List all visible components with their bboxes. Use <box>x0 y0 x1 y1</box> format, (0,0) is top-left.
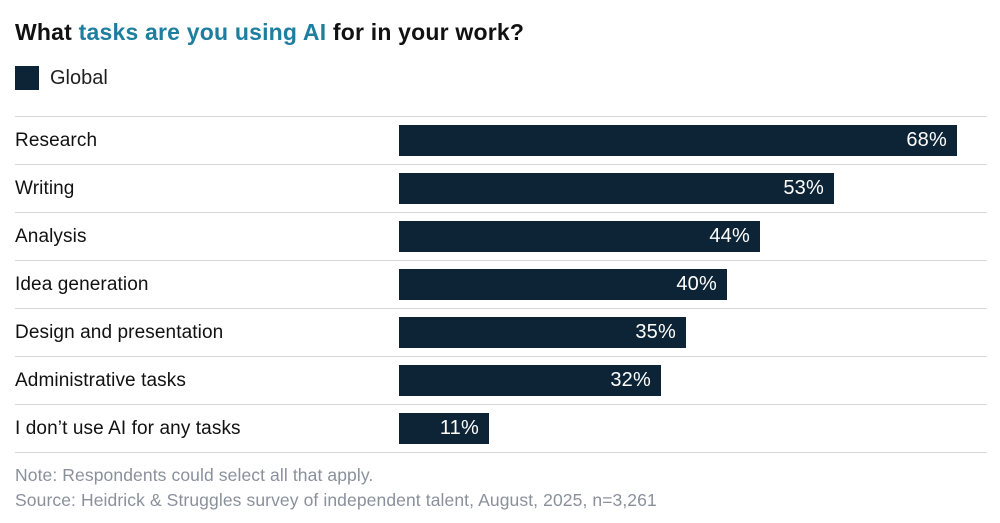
legend: Global <box>15 66 987 90</box>
bar: 68% <box>399 125 957 156</box>
bar-value-label: 53% <box>783 177 824 199</box>
category-label: I don’t use AI for any tasks <box>15 417 241 439</box>
chart-row: Writing 53% <box>15 164 987 212</box>
chart-row: I don’t use AI for any tasks 11% <box>15 404 987 452</box>
category-label: Idea generation <box>15 273 149 295</box>
bar-value-label: 35% <box>635 321 676 343</box>
legend-swatch <box>15 66 39 90</box>
legend-label: Global <box>50 66 108 89</box>
chart-title-suffix: for in your work? <box>326 19 525 45</box>
chart-row: Research 68% <box>15 116 987 164</box>
chart-rows: Research 68% Writing 53% Analysis 44% Id… <box>15 116 987 453</box>
bar: 11% <box>399 413 489 444</box>
chart-container: What tasks are you using AI for in your … <box>0 19 1000 513</box>
bar-value-label: 44% <box>709 225 750 247</box>
bar: 44% <box>399 221 760 252</box>
bar-value-label: 11% <box>439 417 479 439</box>
bar: 32% <box>399 365 661 396</box>
note-text: Note: Respondents could select all that … <box>15 465 374 485</box>
category-label: Research <box>15 129 98 151</box>
chart-title-highlight: tasks are you using AI <box>78 19 327 45</box>
category-label: Design and presentation <box>15 321 224 343</box>
category-label: Analysis <box>15 225 87 247</box>
footer: Note: Respondents could select all that … <box>15 453 987 513</box>
chart-row: Analysis 44% <box>15 212 987 260</box>
chart-row: Design and presentation 35% <box>15 308 987 356</box>
chart-title-prefix: What <box>15 19 79 45</box>
bar-value-label: 40% <box>676 273 717 295</box>
category-label: Administrative tasks <box>15 369 186 391</box>
chart-row: Idea generation 40% <box>15 260 987 308</box>
bar: 53% <box>399 173 834 204</box>
bar-value-label: 68% <box>906 129 947 151</box>
bar: 40% <box>399 269 727 300</box>
bar: 35% <box>399 317 686 348</box>
bar-value-label: 32% <box>610 369 651 391</box>
chart-title: What tasks are you using AI for in your … <box>15 19 987 46</box>
category-label: Writing <box>15 177 75 199</box>
chart-row: Administrative tasks 32% <box>15 356 987 404</box>
source-text: Source: Heidrick & Struggles survey of i… <box>15 490 657 510</box>
